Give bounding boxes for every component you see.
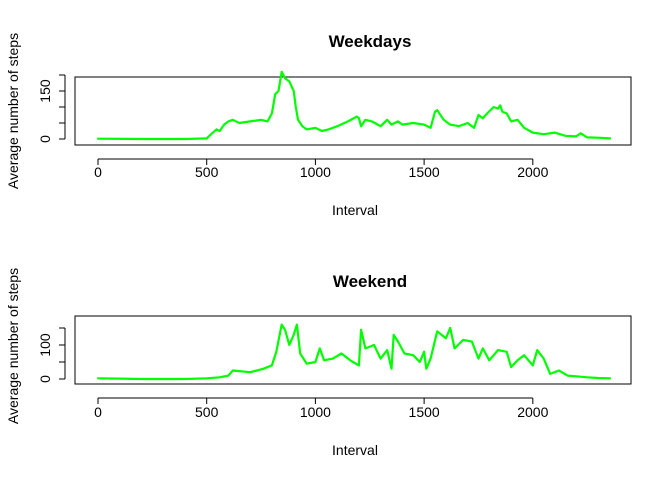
weekend-x-axis-label: Interval (332, 442, 378, 458)
weekdays-x-tick-label: 0 (94, 164, 102, 180)
weekend-y-tick-label: 0 (37, 375, 53, 383)
weekdays-x-tick-label: 500 (195, 164, 219, 180)
weekdays-plot-border (74, 76, 632, 146)
weekend-title: Weekend (333, 272, 407, 291)
weekdays-x-tick-label: 2000 (517, 164, 548, 180)
weekdays-x-axis-label: Interval (332, 202, 378, 218)
weekend-series-line (96, 323, 612, 381)
weekdays-y-tick-label: 150 (37, 79, 53, 103)
weekdays-y-tick-label: 0 (37, 135, 53, 143)
weekend-x-tick-label: 1500 (409, 404, 440, 420)
weekend-x-tick-label: 1000 (300, 404, 331, 420)
weekend-y-axis-label: Average number of steps (5, 268, 21, 424)
weekend-plot-border (74, 315, 632, 385)
weekdays-x-tick-label: 1000 (300, 164, 331, 180)
weekdays-x-tick-label: 1500 (409, 164, 440, 180)
weekdays-title: Weekdays (329, 32, 412, 51)
weekdays-series-line (96, 70, 612, 141)
weekend-x-tick-label: 2000 (517, 404, 548, 420)
weekdays-y-axis-label: Average number of steps (5, 33, 21, 189)
weekend-x-tick-label: 500 (195, 404, 219, 420)
weekend-x-tick-label: 0 (94, 404, 102, 420)
weekend-y-tick-label: 100 (37, 333, 53, 357)
